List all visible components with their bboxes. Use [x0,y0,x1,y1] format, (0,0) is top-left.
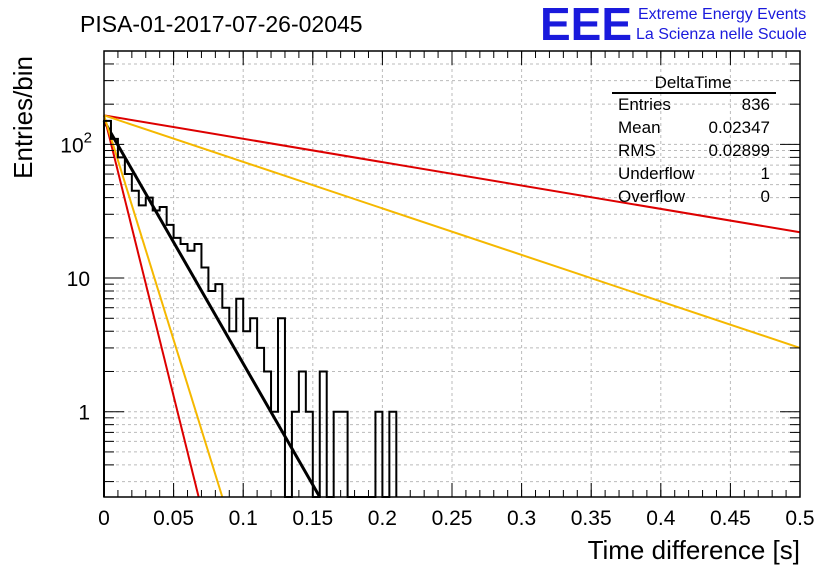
stats-value: 836 [742,95,770,114]
fit-curve [103,115,224,498]
histogram [103,119,398,498]
x-tick-label: 0.5 [785,507,814,530]
stats-label: Overflow [618,187,686,206]
fit-curve [103,114,801,349]
x-tick-label: 0.3 [507,507,536,530]
x-tick-label: 0.2 [368,507,397,530]
x-tick-label: 0.35 [571,507,612,530]
stats-rows: Entries 836 Mean 0.02347 RMS 0.02899 Underflow… [618,95,770,206]
y-tick-label: 102 [60,129,92,157]
fit-curve [102,120,322,498]
x-axis-title: Time difference [s] [588,535,800,565]
eee-logo-mark: EEE [540,0,632,50]
stats-value: 1 [761,164,770,183]
stats-value: 0 [761,187,770,206]
x-tick-label: 0.05 [153,507,194,530]
x-tick-label: 0.1 [229,507,258,530]
stats-value: 0.02899 [709,141,770,160]
logo-line2: La Scienza nelle Scuole [636,26,807,43]
stats-label: Mean [618,118,661,137]
stats-value: 0.02347 [709,118,770,137]
x-tick-label: 0.15 [292,507,333,530]
stats-label: RMS [618,141,656,160]
fit-curve [103,115,200,498]
y-axis-title: Entries/bin [8,56,38,179]
x-tick-label: 0.25 [432,507,473,530]
y-tick-label: 10 [67,268,90,291]
x-tick-label: 0.4 [646,507,676,530]
grid [104,50,800,497]
y-tick-label: 1 [78,402,90,425]
stats-label: Underflow [618,164,695,183]
axis-ticks: 0 0.05 0.1 0.15 0.2 0.25 0.3 0.35 0.4 0.45 0.51101… [60,50,815,530]
chart-title: PISA-01-2017-07-26-02045 [80,11,363,37]
fit-curve [103,114,801,234]
stats-box: DeltaTime Entries 836 Mean 0.02347 RMS 0.0289… [612,73,776,206]
logo-line1: Extreme Energy Events [638,6,806,23]
histogram-steps [103,119,398,498]
stats-label: Entries [618,95,671,114]
x-tick-label: 0.45 [710,507,751,530]
eee-logo: EEE Extreme Energy Events La Scienza nel… [540,0,807,50]
x-tick-label: 0 [98,507,110,530]
fit-curves [102,114,801,498]
stats-title: DeltaTime [655,73,732,92]
